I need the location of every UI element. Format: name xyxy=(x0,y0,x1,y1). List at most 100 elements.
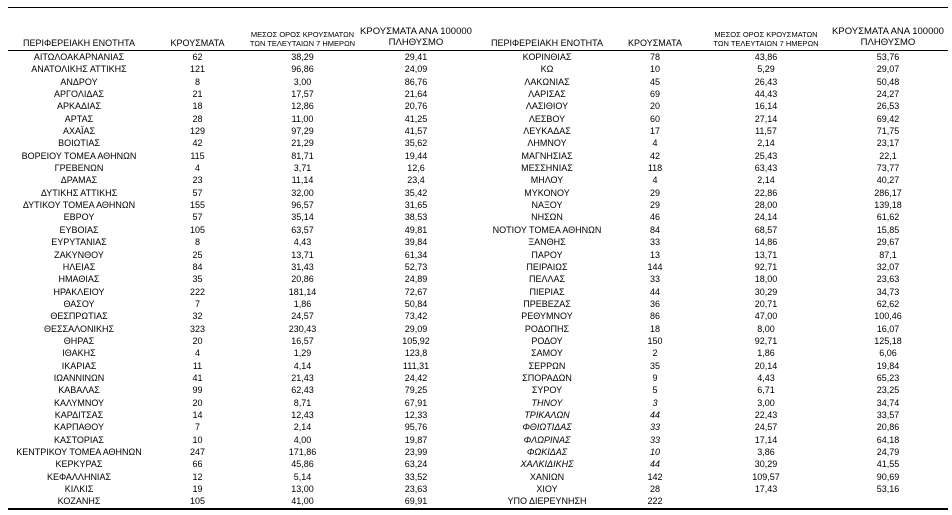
avg7-cell: 16,14 xyxy=(754,101,778,112)
avg7-cell: 12,43 xyxy=(291,409,314,420)
per100k-cell: 123,8 xyxy=(404,348,428,359)
avg7-cell: 68,57 xyxy=(754,224,778,235)
column-gap xyxy=(472,483,488,495)
column-gap xyxy=(472,273,488,285)
cases-cell: 247 xyxy=(189,447,206,457)
column-gap xyxy=(472,76,488,88)
avg7-cell: 1,86 xyxy=(757,348,775,359)
cases-cell: 69 xyxy=(649,89,660,100)
region-cell: ΠΑΡΟΥ xyxy=(531,249,563,260)
region-cell: ΞΑΝΘΗΣ xyxy=(528,237,566,248)
cases-cell: 57 xyxy=(192,212,203,223)
avg7-cell: 3,00 xyxy=(757,397,775,408)
cases-cell: 36 xyxy=(649,298,660,309)
avg7-cell: 4,00 xyxy=(293,434,312,445)
regional-cases-table: ΠΕΡΙΦΕΡΕΙΑΚΗ ΕΝΟΤΗΤΑ ΚΡΟΥΣΜΑΤΑ ΜΕΣΟΣ ΟΡΟ… xyxy=(8,7,948,510)
per100k-cell: 61,34 xyxy=(404,249,428,260)
per100k-cell: 41,57 xyxy=(404,126,428,137)
column-gap xyxy=(472,458,488,470)
avg7-cell: 11,14 xyxy=(291,175,314,186)
per100k-cell: 95,76 xyxy=(404,422,428,433)
per100k-cell: 20,76 xyxy=(404,101,428,112)
per100k-cell: 32,07 xyxy=(876,261,900,272)
cases-cell: 33 xyxy=(649,274,660,285)
column-gap xyxy=(472,199,488,211)
cases-cell: 21 xyxy=(192,89,203,100)
region-cell: ΕΒΡΟΥ xyxy=(63,212,95,223)
cases-cell: 44 xyxy=(649,459,660,470)
avg7-cell: 13,71 xyxy=(291,249,314,260)
region-cell: ΧΑΝΙΩΝ xyxy=(529,471,565,482)
region-cell: ΙΘΑΚΗΣ xyxy=(62,348,96,359)
cases-cell: 115 xyxy=(190,150,205,161)
region-cell: ΚΑΒΑΛΑΣ xyxy=(58,385,100,396)
avg7-cell: 5,14 xyxy=(293,471,312,482)
column-gap xyxy=(472,236,488,248)
avg7-cell: 92,71 xyxy=(754,261,778,272)
region-cell: ΠΙΕΡΙΑΣ xyxy=(529,286,565,297)
cases-cell: 105 xyxy=(189,224,206,235)
table-row: ΗΜΑΘΙΑΣ 35 20,86 24,89 ΠΕΛΛΑΣ 33 18,00 23,63 xyxy=(8,273,948,285)
avg7-cell: 6,71 xyxy=(757,385,775,396)
cases-cell: 3 xyxy=(652,397,658,408)
avg7-cell: 18,00 xyxy=(754,274,778,285)
table-row: ΚΑΛΥΜΝΟΥ 20 8,71 67,91 ΤΗΝΟΥ 3 3,00 34,74 xyxy=(8,397,948,409)
region-cell: ΕΥΒΟΙΑΣ xyxy=(59,224,99,235)
cases-cell: 222 xyxy=(189,286,206,297)
region-cell: ΠΕΛΛΑΣ xyxy=(528,274,566,285)
region-cell: ΑΝΔΡΟΥ xyxy=(60,76,98,87)
cases-cell: 44 xyxy=(649,409,660,420)
avg7-cell: 27,14 xyxy=(754,113,778,124)
region-cell: ΧΑΛΚΙΔΙΚΗΣ xyxy=(520,459,574,470)
region-cell: ΚΑΡΠΑΘΟΥ xyxy=(53,422,105,433)
table-row: ΚΑΡΠΑΘΟΥ 7 2,14 95,76 ΦΘΙΩΤΙΔΑΣ 33 24,57 20,86 xyxy=(8,421,948,433)
avg7-cell: 14,86 xyxy=(754,237,778,248)
table-row: ΕΥΡΥΤΑΝΙΑΣ 8 4,43 39,84 ΞΑΝΘΗΣ 33 14,86 29,67 xyxy=(8,236,948,248)
table-row: ΑΙΤΩΛΟΑΚΑΡΝΑΝΙΑΣ 62 38,29 29,41 ΚΟΡΙΝΘΙΑΣ 78 4… xyxy=(8,51,948,64)
column-gap xyxy=(472,249,488,261)
cases-cell: 86 xyxy=(649,311,660,322)
avg7-cell: 21,43 xyxy=(291,372,314,383)
cases-cell: 155 xyxy=(189,200,206,211)
per100k-cell: 19,84 xyxy=(876,360,900,371)
column-gap xyxy=(472,137,488,149)
avg7-cell: 2,14 xyxy=(293,422,312,433)
avg7-cell: 32,00 xyxy=(291,187,314,198)
per100k-cell: 111,31 xyxy=(402,360,430,371)
per100k-cell: 86,76 xyxy=(404,76,428,87)
avg7-cell: 31,43 xyxy=(291,261,314,272)
regional-cases-report-page: ΠΕΡΙΦΕΡΕΙΑΚΗ ΕΝΟΤΗΤΑ ΚΡΟΥΣΜΑΤΑ ΜΕΣΟΣ ΟΡΟ… xyxy=(0,7,952,515)
cases-cell: 18 xyxy=(192,101,203,112)
region-cell: ΦΘΙΩΤΙΔΑΣ xyxy=(522,422,572,433)
cases-cell: 10 xyxy=(649,447,660,457)
per100k-cell: 29,09 xyxy=(404,323,428,334)
avg7-cell: 47,00 xyxy=(754,311,778,322)
region-cell: ΔΡΑΜΑΣ xyxy=(60,175,98,186)
region-cell: ΙΚΑΡΙΑΣ xyxy=(61,360,97,371)
region-cell: ΡΟΔΟΠΗΣ xyxy=(524,323,570,334)
avg7-cell: 24,57 xyxy=(291,311,314,322)
per100k-cell: 35,62 xyxy=(404,138,428,149)
region-cell: ΚΟΖΑΝΗΣ xyxy=(8,495,150,510)
avg7-cell: 1,29 xyxy=(293,348,312,359)
per100k-cell: 23,63 xyxy=(876,274,900,285)
region-cell: ΝΟΤΙΟΥ ΤΟΜΕΑ ΑΘΗΝΩΝ xyxy=(492,224,602,235)
column-gap xyxy=(472,113,488,125)
per100k-cell: 33,57 xyxy=(876,409,900,420)
column-gap xyxy=(472,372,488,384)
table-row: ΘΑΣΟΥ 7 1,86 50,84 ΠΡΕΒΕΖΑΣ 36 20,71 62,62 xyxy=(8,298,948,310)
region-cell: ΡΟΔΟΥ xyxy=(531,335,563,346)
column-gap xyxy=(472,310,488,322)
cases-cell: 44 xyxy=(649,286,660,297)
avg7-cell: 4,43 xyxy=(293,237,312,248)
avg7-cell: 97,29 xyxy=(291,126,314,137)
avg7-cell: 2,14 xyxy=(757,138,775,149)
per100k-cell: 21,64 xyxy=(404,89,428,100)
per100k-cell: 35,42 xyxy=(404,187,428,198)
column-gap xyxy=(472,150,488,162)
table-row: ΒΟΡΕΙΟΥ ΤΟΜΕΑ ΑΘΗΝΩΝ 115 81,71 19,44 ΜΑΓΝΗΣΙ… xyxy=(8,150,948,162)
avg7-cell: 30,29 xyxy=(754,286,778,297)
cases-cell: 8 xyxy=(194,237,200,248)
table-row: ΚΙΛΚΙΣ 19 13,00 23,63 ΧΙΟΥ 28 17,43 53,16 xyxy=(8,483,948,495)
per100k-cell: 24,27 xyxy=(876,89,900,100)
